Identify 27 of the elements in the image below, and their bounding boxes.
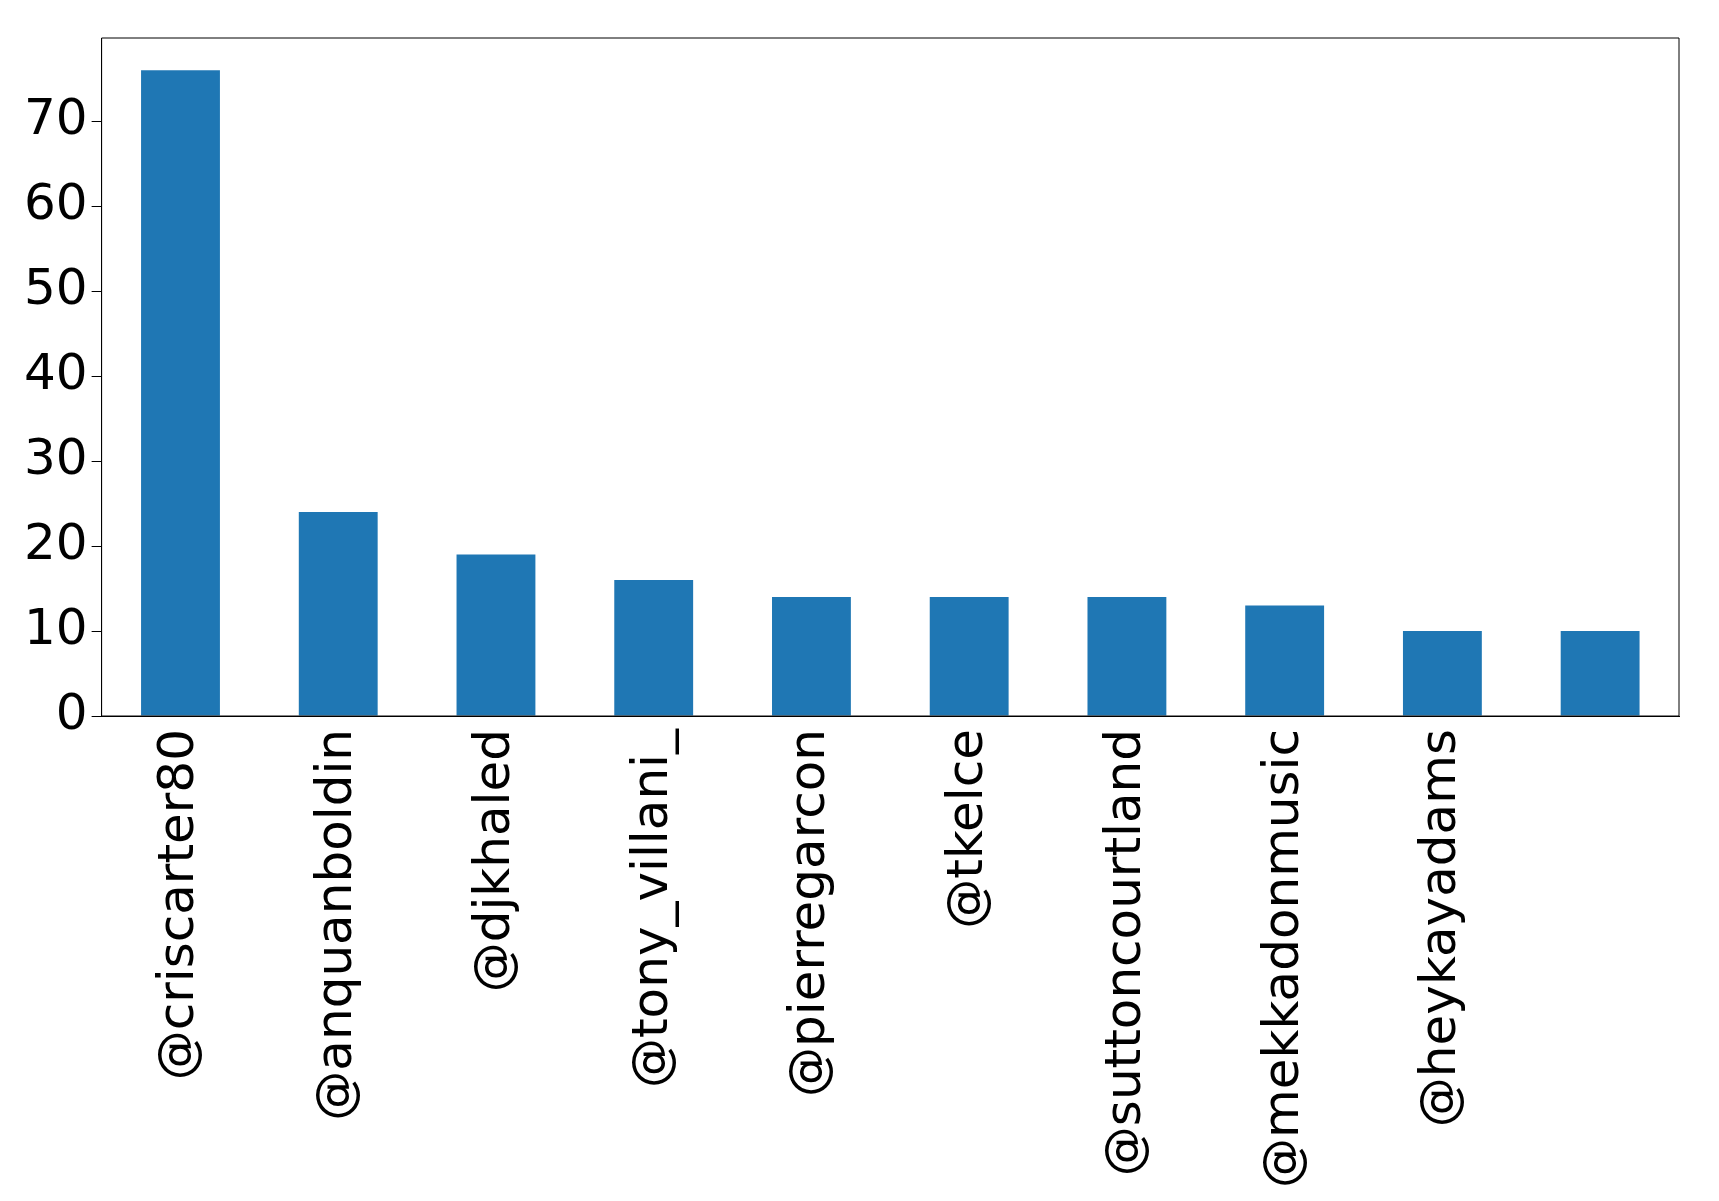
x-tick-label: @tony_villani_ <box>620 728 679 1088</box>
bar <box>1560 631 1640 716</box>
x-tick-label: @mekkadonmusic <box>1251 729 1310 1188</box>
bar <box>1402 631 1482 716</box>
y-tick-label: 50 <box>24 258 88 317</box>
bar <box>1087 597 1167 716</box>
bar <box>772 597 851 716</box>
y-tick-label: 30 <box>24 428 88 487</box>
bar <box>929 597 1009 716</box>
bar <box>614 580 694 716</box>
x-tick-label: @suttoncourtland <box>1093 729 1152 1177</box>
bar <box>141 70 220 716</box>
x-tick-label: @anquanboldin <box>305 729 364 1121</box>
x-tick-label: @djkhaled <box>462 729 521 993</box>
bar <box>1245 605 1325 716</box>
bar <box>298 512 378 716</box>
x-tick-label: @pierregarcon <box>778 729 837 1097</box>
y-tick-label: 10 <box>24 598 88 657</box>
y-tick-label: 70 <box>24 88 88 147</box>
x-tick-label: @criscarter80 <box>147 729 206 1081</box>
x-tick-label: @tkelce <box>936 729 995 929</box>
y-tick-label: 20 <box>24 513 88 572</box>
y-tick-label: 0 <box>55 683 88 741</box>
x-tick-label: @heykayadams <box>1409 729 1468 1128</box>
y-tick-label: 40 <box>24 343 88 402</box>
bar <box>456 554 536 716</box>
y-tick-label: 60 <box>24 173 88 232</box>
